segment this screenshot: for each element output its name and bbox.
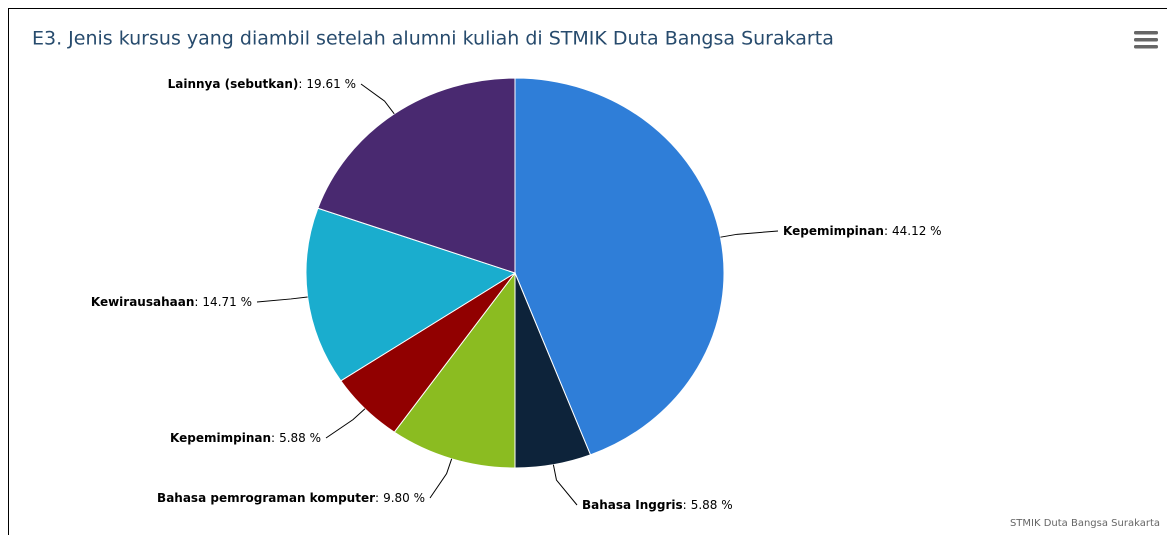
label-separator: :	[298, 77, 302, 91]
label-name: Bahasa Inggris	[582, 498, 683, 512]
label-name: Lainnya (sebutkan)	[168, 77, 299, 91]
label-value: 5.88 %	[279, 431, 321, 445]
label-connector	[325, 408, 366, 439]
chart-title: E3. Jenis kursus yang diambil setelah al…	[32, 28, 834, 50]
label-separator: :	[194, 295, 198, 309]
label-connector	[552, 464, 578, 506]
label-connector	[360, 83, 395, 115]
menu-bar	[1134, 38, 1158, 42]
menu-bar	[1134, 31, 1158, 35]
label-separator: :	[884, 224, 888, 238]
label-connector	[256, 296, 308, 303]
label-value: 14.71 %	[202, 295, 252, 309]
data-label: Kepemimpinan: 44.12 %	[783, 224, 942, 238]
credits[interactable]: STMIK Duta Bangsa Surakarta	[1010, 518, 1160, 529]
data-label: Bahasa pemrograman komputer: 9.80 %	[157, 491, 425, 505]
label-value: 19.61 %	[306, 77, 356, 91]
pie-slice	[514, 77, 725, 456]
label-connector	[720, 230, 779, 238]
data-label: Lainnya (sebutkan): 19.61 %	[168, 77, 356, 91]
label-separator: :	[683, 498, 687, 512]
data-label: Kewirausahaan: 14.71 %	[91, 295, 252, 309]
menu-bar	[1134, 45, 1158, 49]
label-value: 44.12 %	[892, 224, 942, 238]
data-label: Bahasa Inggris: 5.88 %	[582, 498, 733, 512]
label-value: 9.80 %	[383, 491, 425, 505]
label-separator: :	[271, 431, 275, 445]
label-name: Bahasa pemrograman komputer	[157, 491, 375, 505]
pie-slice	[393, 271, 516, 469]
data-label: Kepemimpinan: 5.88 %	[170, 431, 321, 445]
label-name: Kewirausahaan	[91, 295, 195, 309]
label-connector	[429, 458, 453, 499]
pie-slice	[305, 207, 517, 382]
menu-button[interactable]	[1134, 31, 1158, 49]
label-name: Kepemimpinan	[783, 224, 884, 238]
label-value: 5.88 %	[691, 498, 733, 512]
label-separator: :	[375, 491, 379, 505]
label-name: Kepemimpinan	[170, 431, 271, 445]
